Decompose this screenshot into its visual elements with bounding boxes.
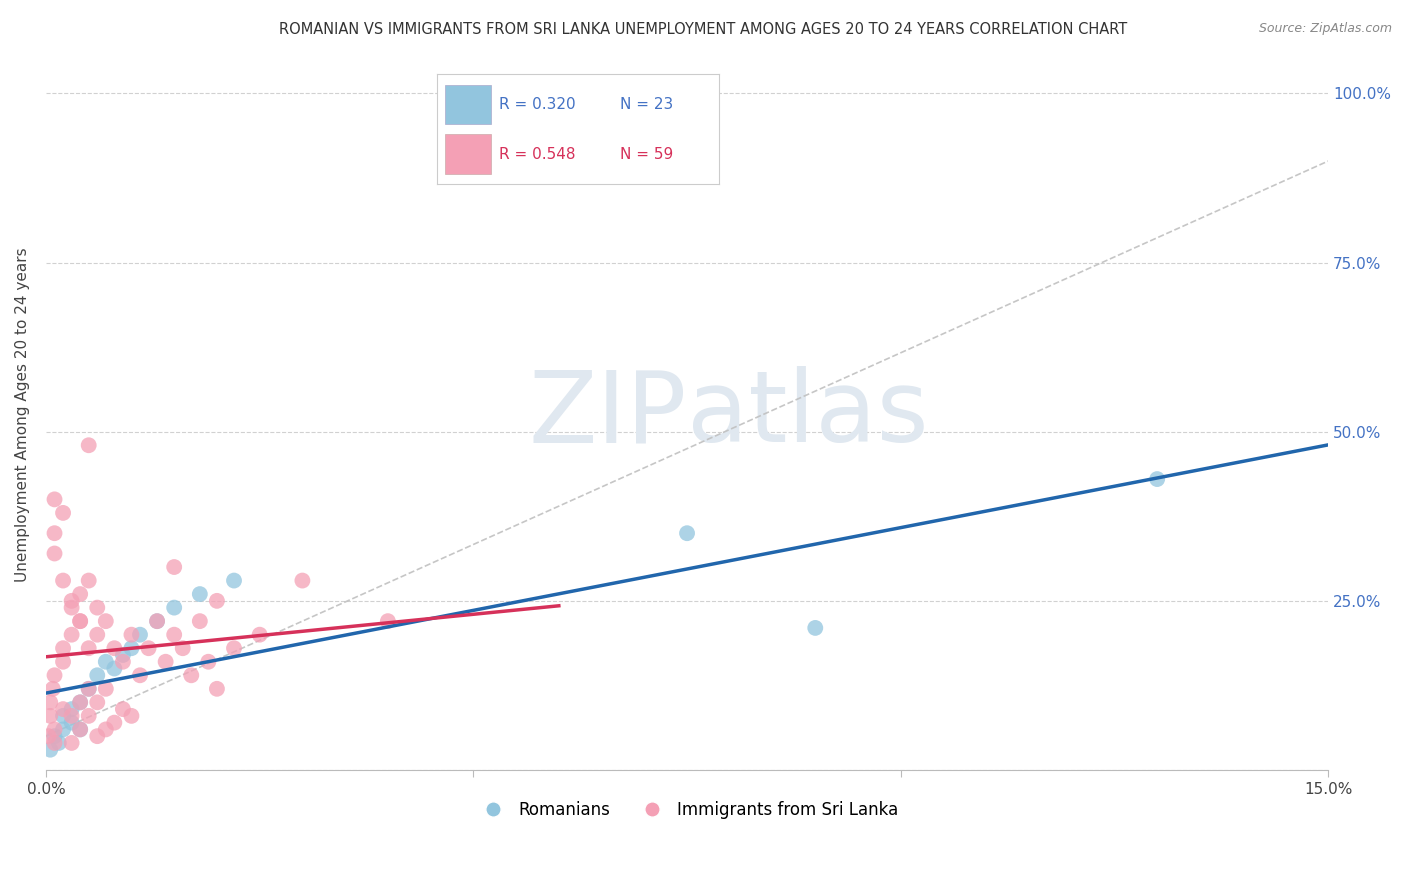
Point: [39, 742, 62, 756]
Point: [44, 723, 66, 737]
Point: [111, 702, 134, 716]
Point: [60, 709, 83, 723]
Point: [94, 723, 117, 737]
Point: [44, 547, 66, 561]
Point: [44, 668, 66, 682]
Point: [249, 628, 271, 642]
Point: [69, 695, 91, 709]
Point: [60, 628, 83, 642]
Point: [86, 668, 108, 682]
Point: [188, 614, 211, 628]
Point: [52, 574, 75, 588]
Point: [163, 600, 186, 615]
Point: [103, 661, 125, 675]
Point: [69, 723, 91, 737]
Point: [69, 695, 91, 709]
Point: [86, 600, 108, 615]
Point: [52, 709, 75, 723]
Point: [86, 729, 108, 743]
Text: atlas: atlas: [688, 367, 929, 463]
Point: [163, 628, 186, 642]
Point: [129, 668, 152, 682]
Legend: Romanians, Immigrants from Sri Lanka: Romanians, Immigrants from Sri Lanka: [470, 794, 904, 826]
Point: [1146, 472, 1168, 486]
Point: [39, 695, 62, 709]
Point: [222, 641, 245, 656]
Point: [52, 655, 75, 669]
Point: [129, 628, 152, 642]
Point: [172, 641, 194, 656]
Point: [197, 655, 219, 669]
Point: [77, 681, 100, 696]
Point: [111, 655, 134, 669]
Point: [120, 709, 142, 723]
Point: [205, 681, 228, 696]
Point: [111, 648, 134, 662]
Point: [86, 628, 108, 642]
Point: [52, 723, 75, 737]
Point: [188, 587, 211, 601]
Point: [146, 614, 169, 628]
Point: [69, 723, 91, 737]
Point: [94, 681, 117, 696]
Point: [205, 594, 228, 608]
Point: [77, 574, 100, 588]
Point: [60, 702, 83, 716]
Point: [103, 715, 125, 730]
Point: [48, 736, 70, 750]
Point: [94, 614, 117, 628]
Point: [804, 621, 827, 635]
Point: [377, 614, 399, 628]
Text: Source: ZipAtlas.com: Source: ZipAtlas.com: [1258, 22, 1392, 36]
Point: [222, 574, 245, 588]
Point: [44, 526, 66, 541]
Point: [291, 574, 314, 588]
Point: [77, 641, 100, 656]
Point: [44, 492, 66, 507]
Point: [146, 614, 169, 628]
Point: [52, 641, 75, 656]
Text: ZIP: ZIP: [529, 367, 688, 463]
Point: [60, 600, 83, 615]
Point: [42, 681, 65, 696]
Point: [103, 641, 125, 656]
Point: [94, 655, 117, 669]
Point: [676, 526, 699, 541]
Point: [69, 614, 91, 628]
Point: [44, 736, 66, 750]
Point: [77, 681, 100, 696]
Point: [60, 736, 83, 750]
Point: [44, 729, 66, 743]
Point: [52, 702, 75, 716]
Point: [38, 729, 60, 743]
Point: [60, 715, 83, 730]
Point: [39, 709, 62, 723]
Point: [69, 614, 91, 628]
Point: [60, 594, 83, 608]
Point: [120, 641, 142, 656]
Point: [155, 655, 177, 669]
Point: [138, 641, 160, 656]
Text: ROMANIAN VS IMMIGRANTS FROM SRI LANKA UNEMPLOYMENT AMONG AGES 20 TO 24 YEARS COR: ROMANIAN VS IMMIGRANTS FROM SRI LANKA UN…: [278, 22, 1128, 37]
Y-axis label: Unemployment Among Ages 20 to 24 years: Unemployment Among Ages 20 to 24 years: [15, 247, 30, 582]
Point: [180, 668, 202, 682]
Point: [77, 709, 100, 723]
Point: [69, 587, 91, 601]
Point: [77, 438, 100, 452]
Point: [86, 695, 108, 709]
Point: [120, 628, 142, 642]
Point: [52, 506, 75, 520]
Point: [163, 560, 186, 574]
